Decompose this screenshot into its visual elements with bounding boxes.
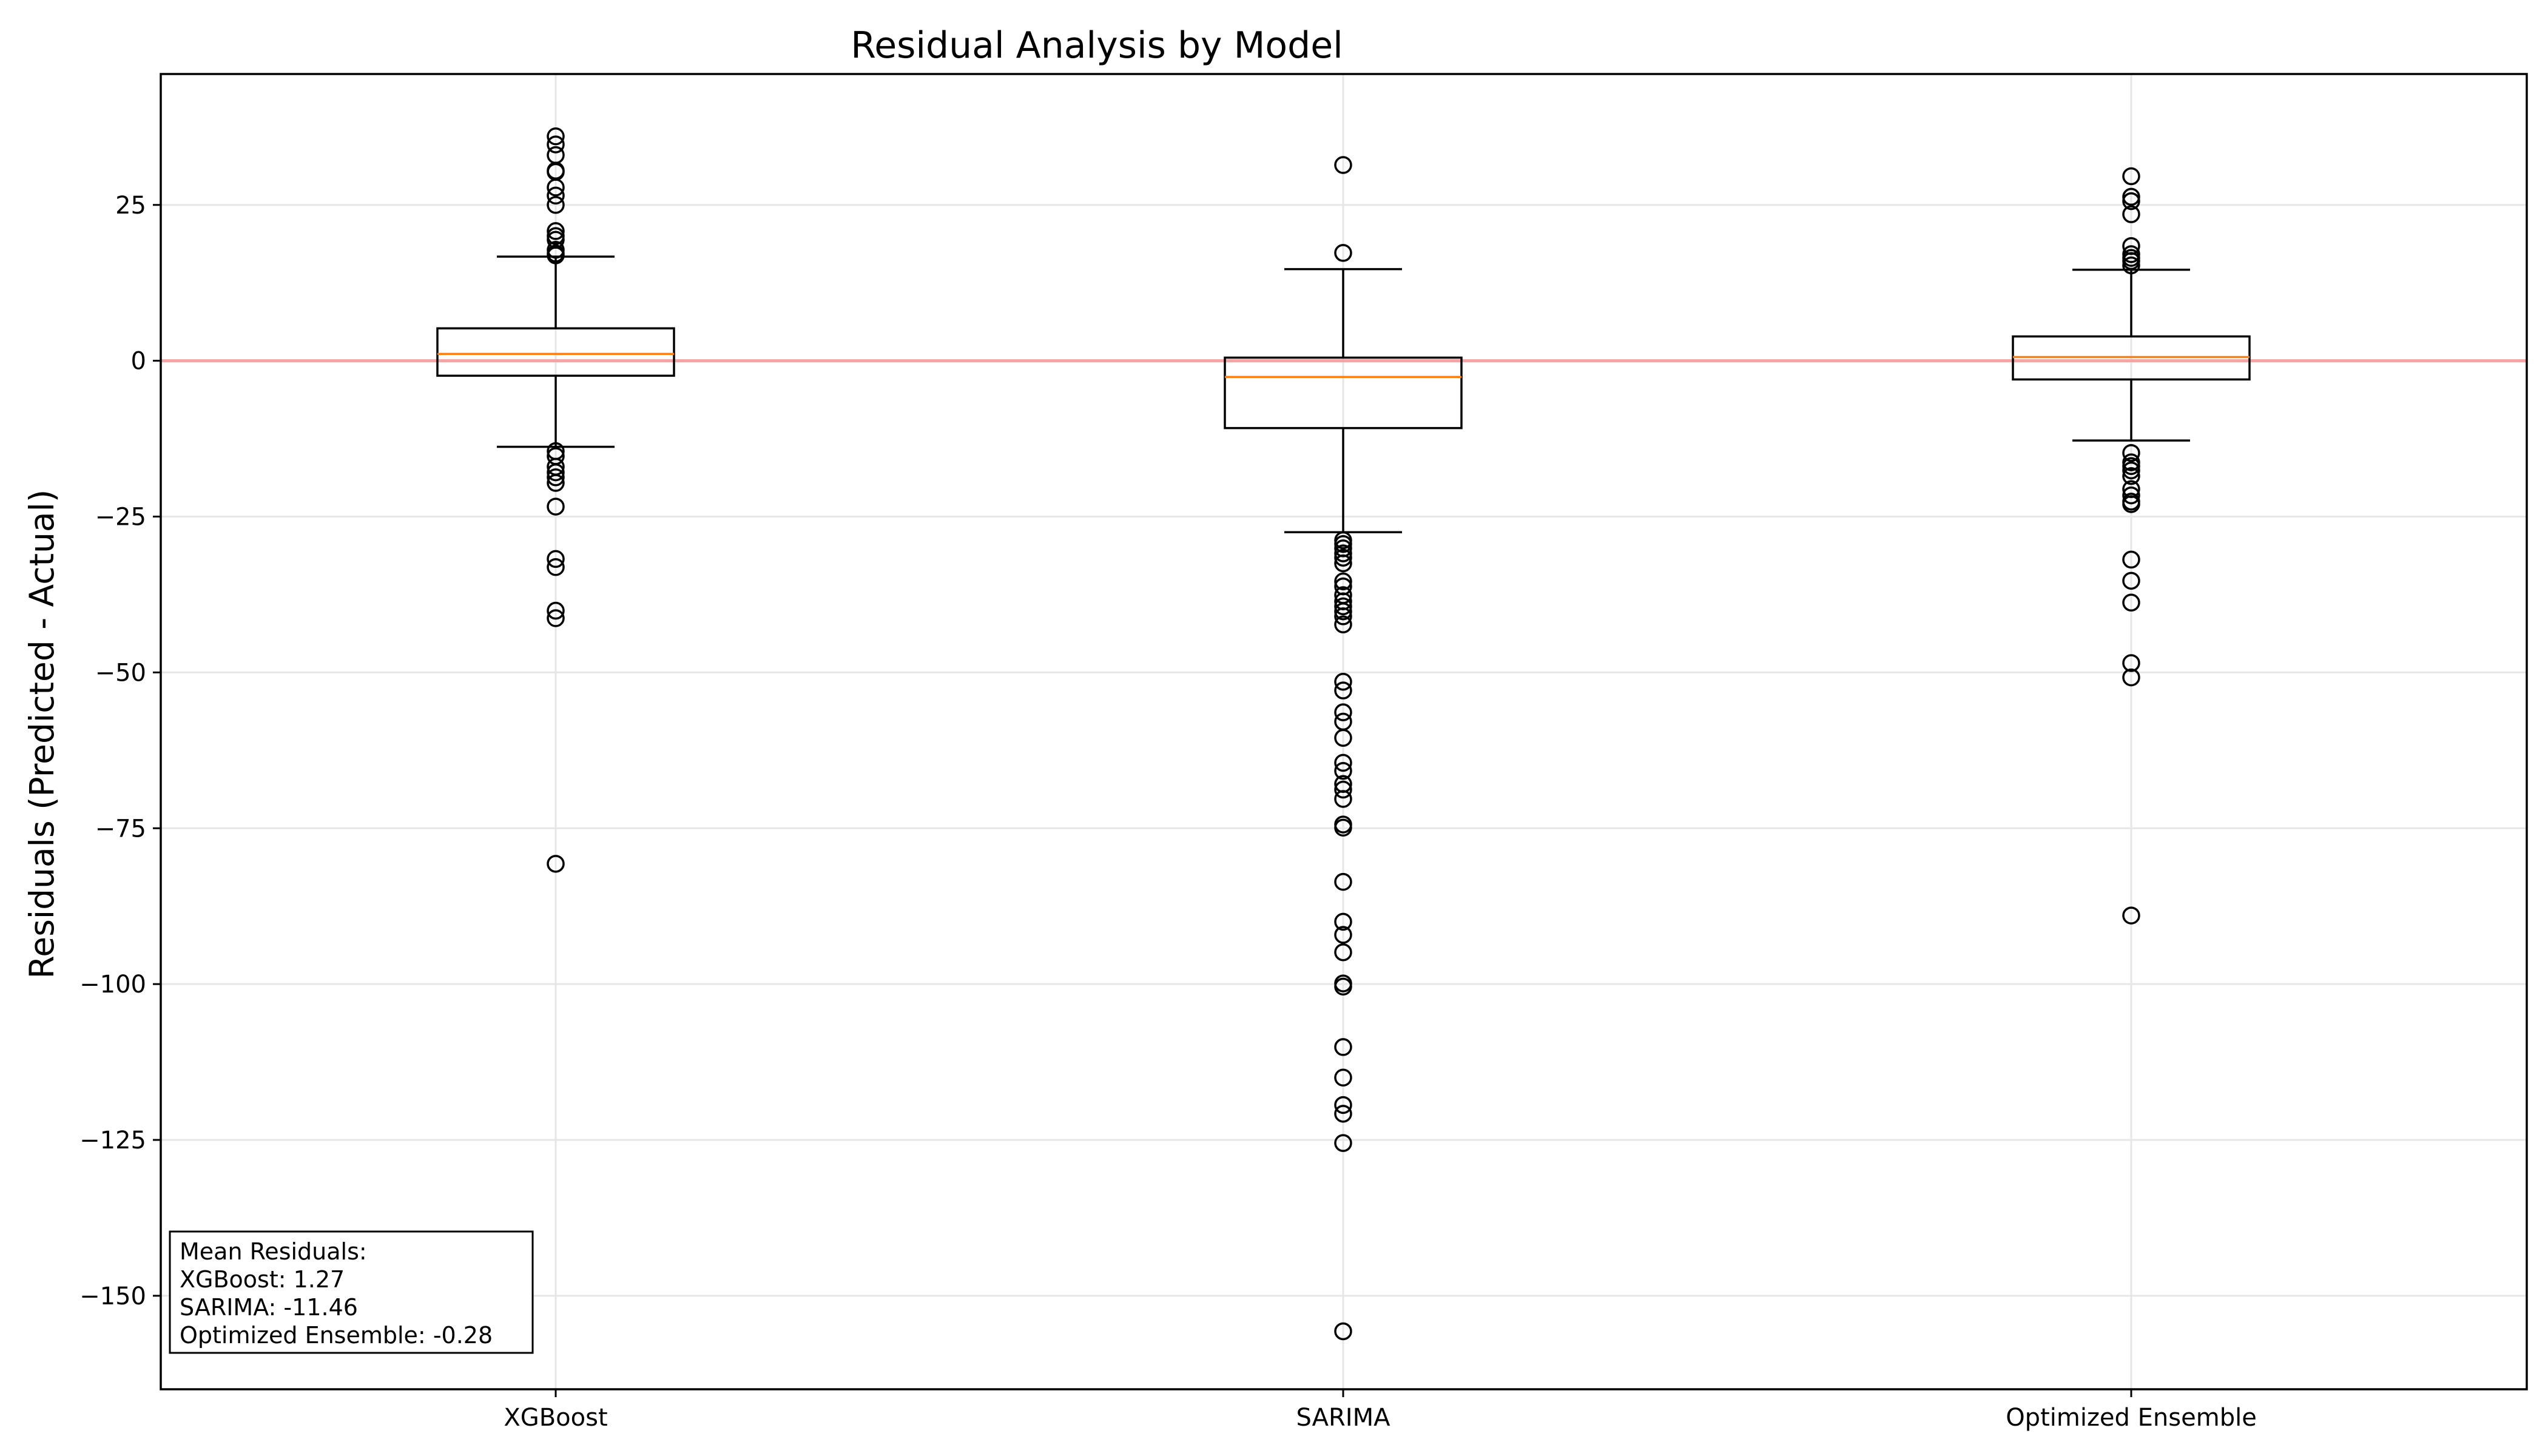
outlier-point (2122, 486, 2140, 505)
y-tick-label: 0 (131, 348, 146, 376)
outlier-point (2122, 252, 2140, 270)
outlier-point (547, 497, 565, 516)
annotation-line-sarima: SARIMA: -11.46 (180, 1294, 358, 1321)
outlier-point (1334, 1322, 1352, 1341)
outlier-point (2122, 467, 2140, 485)
outlier-point (547, 246, 565, 265)
outlier-point (547, 222, 565, 240)
y-tick-label: −100 (79, 971, 146, 999)
mean-residuals-annotation: Mean Residuals: XGBoost: 1.27 SARIMA: -1… (169, 1230, 534, 1354)
outlier-point (2122, 571, 2140, 590)
x-tick-label: XGBoost (504, 1404, 607, 1432)
outlier-point (547, 127, 565, 146)
y-tick-label: −75 (95, 815, 146, 843)
outlier-point (2122, 461, 2140, 480)
x-ticks: XGBoost SARIMA Optimized Ensemble (504, 1389, 2257, 1432)
outlier-point (547, 468, 565, 487)
outlier-point (1334, 872, 1352, 891)
outlier-point (2122, 443, 2140, 462)
outlier-point (2122, 550, 2140, 569)
outlier-point (1334, 818, 1352, 837)
outlier-point (1334, 761, 1352, 780)
box-group-xgboost (436, 127, 675, 873)
annotation-line-heading: Mean Residuals: (180, 1238, 367, 1265)
iqr-box (436, 327, 675, 377)
outlier-point (2122, 192, 2140, 211)
annotation-line-xgboost: XGBoost: 1.27 (180, 1266, 345, 1293)
outlier-point (547, 550, 565, 568)
outlier-point (2122, 205, 2140, 223)
outlier-point (1334, 572, 1352, 591)
iqr-box (1224, 356, 1463, 430)
outlier-point (547, 196, 565, 214)
outlier-point (1334, 977, 1352, 996)
box-plots (436, 127, 2251, 1341)
outlier-point (2122, 457, 2140, 476)
outlier-point (1334, 1134, 1352, 1152)
outlier-point (2122, 187, 2140, 206)
outlier-point (2122, 593, 2140, 612)
outlier-point (2122, 668, 2140, 687)
outlier-point (1334, 912, 1352, 931)
outlier-point (547, 558, 565, 576)
outlier-point (1334, 703, 1352, 721)
outlier-point (547, 135, 565, 153)
y-tick-label: −150 (79, 1282, 146, 1310)
outlier-point (1334, 597, 1352, 616)
y-ticks: 25 0 −25 −50 −75 −100 −125 −150 (79, 192, 161, 1310)
outlier-point (547, 601, 565, 620)
outlier-point (1334, 790, 1352, 808)
outlier-point (2122, 256, 2140, 275)
outlier-point (2122, 167, 2140, 186)
y-tick-label: −50 (95, 659, 146, 687)
outlier-point (2122, 654, 2140, 672)
outlier-point (1334, 681, 1352, 699)
outlier-point (1334, 615, 1352, 634)
annotation-frame (169, 1230, 534, 1354)
outlier-point (1334, 729, 1352, 747)
outlier-point (1334, 602, 1352, 621)
outlier-point (547, 186, 565, 205)
annotation-line-ensemble: Optimized Ensemble: -0.28 (180, 1322, 493, 1349)
outlier-point (1334, 607, 1352, 625)
outlier-point (547, 463, 565, 482)
y-tick-label: 25 (115, 192, 146, 220)
outlier-point (1334, 673, 1352, 691)
outlier-point (1334, 544, 1352, 562)
outlier-point (1334, 753, 1352, 772)
outlier-point (2122, 906, 2140, 925)
outlier-point (547, 609, 565, 627)
outlier-point (1334, 780, 1352, 799)
outlier-point (1334, 548, 1352, 567)
outlier-point (2122, 495, 2140, 513)
y-tick-label: −125 (79, 1127, 146, 1154)
y-axis-label: Residuals (Predicted - Actual) (22, 490, 61, 979)
outlier-point (1334, 534, 1352, 553)
box-group-optimized-ensemble (2012, 167, 2251, 925)
chart-title: Residual Analysis by Model (851, 24, 1343, 67)
outlier-point (1334, 1105, 1352, 1123)
outlier-point (547, 474, 565, 492)
outlier-point (1334, 156, 1352, 174)
y-tick-label: −25 (95, 504, 146, 531)
outlier-point (1334, 1096, 1352, 1114)
outlier-point (1334, 244, 1352, 262)
box-group-sarima (1224, 156, 1463, 1341)
x-tick-label: SARIMA (1296, 1404, 1391, 1432)
outlier-point (1334, 943, 1352, 962)
outlier-point (1334, 554, 1352, 573)
outlier-point (547, 855, 565, 873)
outlier-point (1334, 1068, 1352, 1087)
outlier-point (1334, 926, 1352, 944)
outlier-point (547, 178, 565, 197)
x-tick-label: Optimized Ensemble (2006, 1404, 2257, 1432)
outlier-point (1334, 1038, 1352, 1056)
